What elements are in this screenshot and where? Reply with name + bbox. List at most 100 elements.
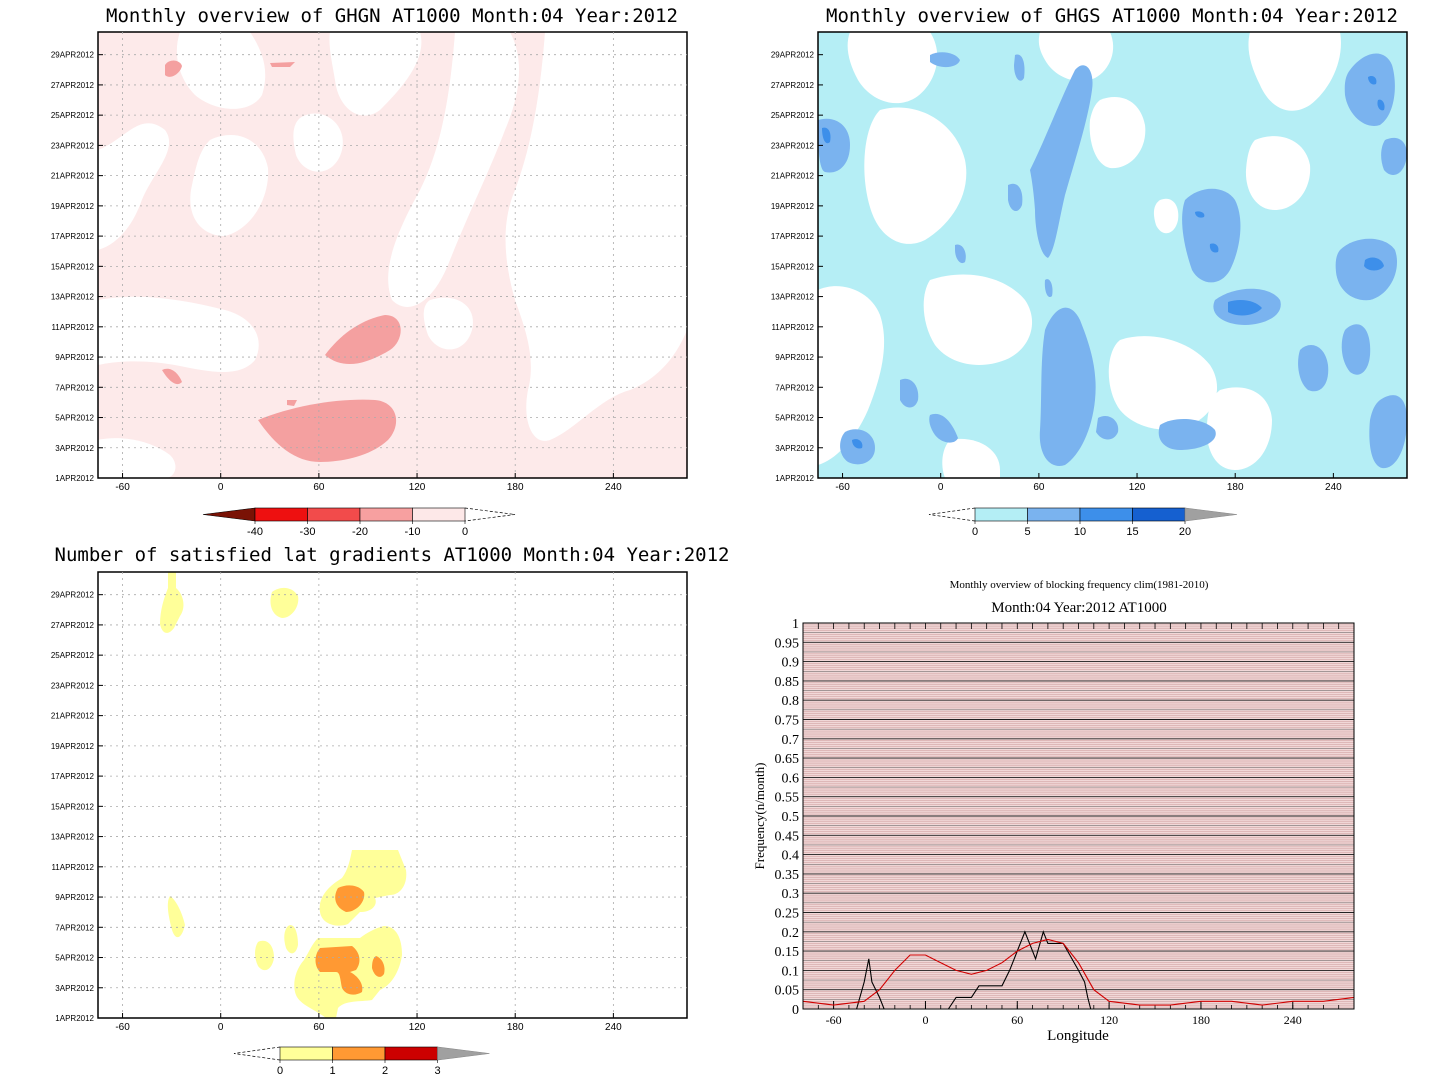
ghgs-y-tick-label: 9APR2012 [775,353,814,362]
ghgs-y-tick-label: 21APR2012 [771,172,815,181]
ghgs-colorbar-cell [974,507,1028,522]
freq-hatch [803,624,1354,1008]
freq-y-tick-label: 0.7 [782,733,800,748]
ghgs-colorbar-label: 15 [1126,526,1138,538]
freq-y-tick-label: 0.65 [775,752,800,767]
lat-y-tick-label: 13APR2012 [51,833,95,842]
ghgn-colorbar-cell [307,507,361,522]
freq-y-tick-label: 0.5 [782,810,800,825]
ghgn-y-tick-label: 19APR2012 [51,202,95,211]
ghgs-y-tick-label: 29APR2012 [771,51,815,60]
ghgs-field [818,32,1407,478]
freq-y-tick-label: 0.55 [775,791,800,806]
ghgs-x-tick-label: 240 [1325,482,1342,493]
ghgs-colorbar-arrow [928,507,976,522]
ghgn-y-tick-label: 7APR2012 [55,383,94,392]
ghgn-colorbar-cell [412,507,466,522]
freq-series-line-1 [803,930,1354,1010]
lat-panel: Number of satisfied lat gradients AT1000… [55,544,729,1019]
ghgs-colorbar-cell [1079,507,1133,522]
lat-x-tick-label: -60 [115,1022,130,1033]
ghgs-y-tick-label: 11APR2012 [771,323,814,332]
freq-frame [802,622,1355,1010]
ghgs-colorbar-label: 10 [1074,526,1086,538]
lat-colorbar-arrow [233,1046,281,1061]
ghgs-y-tick-label: 17APR2012 [771,232,815,241]
ghgn-y-tick-label: 1APR2012 [55,474,94,483]
lat-y-tick-label: 27APR2012 [51,621,95,630]
lat-y-tick-label: 1APR2012 [55,1014,94,1023]
ghgn-panel: Monthly overview of GHGN AT1000 Month:04… [97,5,688,479]
ghgs-colorbar-arrow [1184,507,1238,522]
lat-y-tick-label: 3APR2012 [55,984,94,993]
lat-colorbar-label: 0 [277,1065,283,1077]
freq-y-tick-label: 0.2 [782,926,800,941]
freq-y-tick-label: 0.8 [782,694,800,709]
ghgs-x-tick-label: -60 [835,482,850,493]
ghgs-y-tick-label: 3APR2012 [775,444,814,453]
lat-colorbar-label: 3 [434,1065,440,1077]
freq-y-tick-label: 0.25 [775,907,800,922]
ghgn-y-tick-label: 9APR2012 [55,353,94,362]
ghgn-colorbar-label: -20 [352,526,368,538]
ghgn-y-tick-label: 17APR2012 [51,232,95,241]
ghgn-y-tick-label: 11APR2012 [51,323,94,332]
ghgn-y-tick-label: 23APR2012 [51,141,95,150]
freq-y-tick-label: 0.6 [782,771,800,786]
ghgn-y-tick-label: 3APR2012 [55,444,94,453]
ghgn-title: Monthly overview of GHGN AT1000 Month:04… [106,5,678,27]
ghgs-colorbar-cell [1132,507,1186,522]
ghgn-y-tick-label: 25APR2012 [51,111,95,120]
ghgs-y-tick-label: 15APR2012 [771,262,815,271]
ghgs-y-tick-label: 7APR2012 [775,383,814,392]
freq-x-tick-label: 0 [922,1013,928,1027]
freq-y-tick-label: 0.1 [782,964,800,979]
freq-y-tick-label: 0.45 [775,829,800,844]
ghgn-y-tick-label: 13APR2012 [51,293,95,302]
ghgs-x-tick-label: 180 [1227,482,1244,493]
freq-y-tick-label: 0.05 [775,984,800,999]
ghgs-frame [817,31,1408,479]
lat-x-tick-label: 120 [409,1022,426,1033]
ghgs-y-tick-label: 25APR2012 [771,111,815,120]
ghgs-y-tick-label: 1APR2012 [775,474,814,483]
ghgn-y-tick-label: 5APR2012 [55,414,94,423]
lat-y-tick-label: 29APR2012 [51,591,95,600]
freq-x-tick-label: 240 [1284,1013,1302,1027]
lat-x-tick-label: 60 [313,1022,325,1033]
lat-frame [97,571,688,1019]
ghgn-y-tick-label: 21APR2012 [51,172,95,181]
ghgs-colorbar-label: 5 [1024,526,1030,538]
lat-y-tick-label: 25APR2012 [51,651,95,660]
ghgn-colorbar-arrow [202,507,256,522]
lat-y-tick-label: 21APR2012 [51,712,95,721]
lat-x-tick-label: 0 [218,1022,224,1033]
freq-y-tick-label: 0.35 [775,868,800,883]
lat-y-tick-label: 9APR2012 [55,893,94,902]
lat-axes: -60 0 60 120 180 240 1APR2012 3APR2012 5APR2012 7… [51,572,687,1033]
lat-colorbar-arrow [437,1046,490,1061]
ghgn-colorbar-arrow [464,507,516,522]
ghgs-title: Monthly overview of GHGS AT1000 Month:04… [826,5,1398,27]
lat-y-tick-label: 23APR2012 [51,681,95,690]
freq-y-tick-label: 0.15 [775,945,800,960]
ghgn-y-tick-label: 27APR2012 [51,81,95,90]
freq-y-tick-label: 1 [792,617,799,632]
ghgn-colorbar-label: -30 [300,526,316,538]
ghgn-field [98,32,687,478]
lat-colorbar-cell [279,1046,333,1061]
ghgn-x-tick-label: 0 [218,482,224,493]
ghgs-colorbar-label: 20 [1179,526,1191,538]
ghgs-colorbar-label: 0 [972,526,978,538]
lat-y-tick-label: 11APR2012 [51,863,94,872]
ghgs-y-tick-label: 5APR2012 [775,414,814,423]
freq-y-tick-label: 0.3 [782,887,800,902]
freq-y-tick-label: 0.95 [775,636,800,651]
ghgn-y-tick-label: 29APR2012 [51,51,95,60]
ghgs-colorbar: 0 5 10 15 20 [928,507,1238,538]
ghgs-x-tick-label: 60 [1033,482,1045,493]
ghgn-colorbar-cell [254,507,308,522]
lat-y-tick-label: 7APR2012 [55,923,94,932]
freq-ylabel: Frequency(n/month) [752,763,767,870]
